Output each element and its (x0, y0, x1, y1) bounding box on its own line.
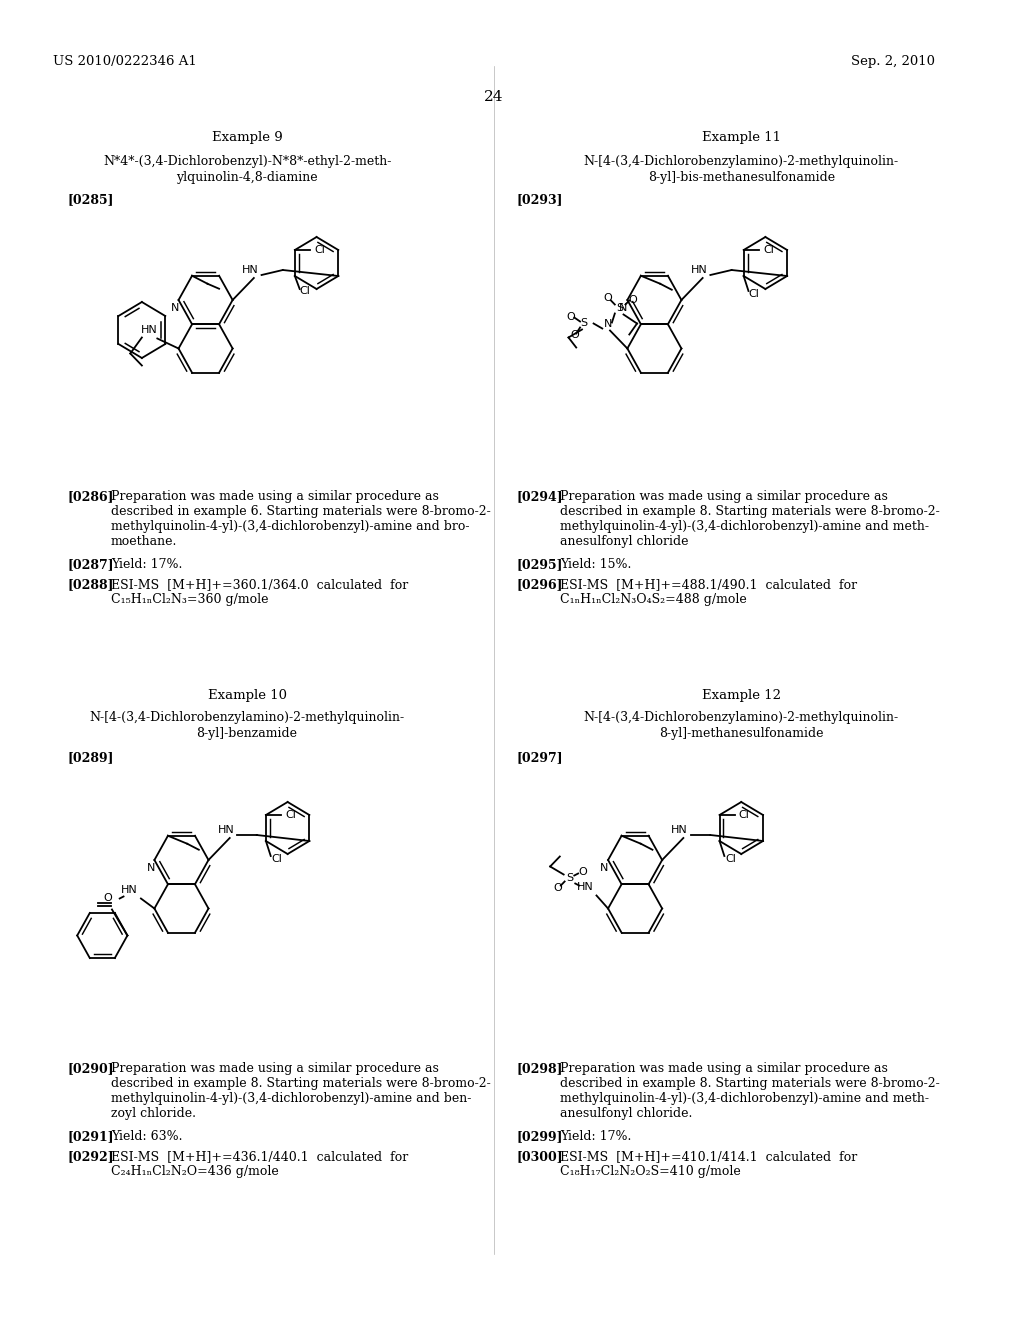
Text: N: N (146, 863, 155, 873)
Text: Preparation was made using a similar procedure as
described in example 8. Starti: Preparation was made using a similar pro… (560, 490, 940, 548)
Text: Cl: Cl (763, 246, 774, 255)
Text: Preparation was made using a similar procedure as
described in example 8. Starti: Preparation was made using a similar pro… (111, 1063, 490, 1119)
Text: N-[4-(3,4-Dichlorobenzylamino)-2-methylquinolin-: N-[4-(3,4-Dichlorobenzylamino)-2-methylq… (584, 156, 899, 169)
Text: Example 12: Example 12 (701, 689, 780, 701)
Text: Preparation was made using a similar procedure as
described in example 8. Starti: Preparation was made using a similar pro… (560, 1063, 940, 1119)
Text: O: O (604, 293, 612, 304)
Text: N: N (600, 863, 608, 873)
Text: Cl: Cl (300, 286, 310, 296)
Text: [0290]: [0290] (68, 1063, 115, 1074)
Text: N: N (604, 319, 612, 330)
Text: [0298]: [0298] (516, 1063, 563, 1074)
Text: [0287]: [0287] (68, 558, 115, 572)
Text: HN: HN (141, 326, 158, 335)
Text: Yield: 15%.: Yield: 15%. (560, 558, 631, 572)
Text: ESI-MS  [M+H]+=360.1/364.0  calculated  for
C₁₅H₁ₙCl₂N₃=360 g/mole: ESI-MS [M+H]+=360.1/364.0 calculated for… (111, 578, 409, 606)
Text: US 2010/0222346 A1: US 2010/0222346 A1 (53, 55, 197, 69)
Text: 8-yl]-benzamide: 8-yl]-benzamide (197, 727, 298, 741)
Text: [0285]: [0285] (68, 194, 114, 206)
Text: N: N (171, 304, 179, 313)
Text: Cl: Cl (725, 854, 736, 865)
Text: N-[4-(3,4-Dichlorobenzylamino)-2-methylquinolin-: N-[4-(3,4-Dichlorobenzylamino)-2-methylq… (584, 711, 899, 725)
Text: Yield: 17%.: Yield: 17%. (560, 1130, 631, 1143)
Text: Cl: Cl (286, 810, 296, 820)
Text: ESI-MS  [M+H]+=488.1/490.1  calculated  for
C₁ₙH₁ₙCl₂N₃O₄S₂=488 g/mole: ESI-MS [M+H]+=488.1/490.1 calculated for… (560, 578, 857, 606)
Text: [0289]: [0289] (68, 751, 114, 764)
Text: HN: HN (577, 883, 593, 892)
Text: 8-yl]-methanesulfonamide: 8-yl]-methanesulfonamide (659, 727, 823, 741)
Text: [0294]: [0294] (516, 490, 563, 503)
Text: [0295]: [0295] (516, 558, 563, 572)
Text: Example 10: Example 10 (208, 689, 287, 701)
Text: O: O (570, 330, 579, 341)
Text: [0296]: [0296] (516, 578, 563, 591)
Text: O: O (579, 867, 588, 878)
Text: [0286]: [0286] (68, 490, 114, 503)
Text: [0300]: [0300] (516, 1150, 563, 1163)
Text: HN: HN (121, 886, 137, 895)
Text: O: O (629, 296, 638, 305)
Text: [0288]: [0288] (68, 578, 114, 591)
Text: S: S (566, 874, 573, 883)
Text: S: S (581, 318, 588, 329)
Text: [0297]: [0297] (516, 751, 563, 764)
Text: Yield: 63%.: Yield: 63%. (111, 1130, 182, 1143)
Text: HN: HN (671, 825, 688, 836)
Text: Yield: 17%.: Yield: 17%. (111, 558, 182, 572)
Text: Cl: Cl (314, 246, 325, 255)
Text: ylquinolin-4,8-diamine: ylquinolin-4,8-diamine (176, 172, 317, 185)
Text: O: O (103, 894, 113, 903)
Text: HN: HN (217, 825, 234, 836)
Text: [0293]: [0293] (516, 194, 563, 206)
Text: [0299]: [0299] (516, 1130, 563, 1143)
Text: Cl: Cl (739, 810, 750, 820)
Text: Cl: Cl (749, 289, 760, 300)
Text: Example 11: Example 11 (701, 132, 780, 144)
Text: N: N (620, 304, 628, 313)
Text: N*4*-(3,4-Dichlorobenzyl)-N*8*-ethyl-2-meth-: N*4*-(3,4-Dichlorobenzyl)-N*8*-ethyl-2-m… (102, 156, 391, 169)
Text: ESI-MS  [M+H]+=410.1/414.1  calculated  for
C₁₈H₁₇Cl₂N₂O₂S=410 g/mole: ESI-MS [M+H]+=410.1/414.1 calculated for… (560, 1150, 857, 1177)
Text: 8-yl]-bis-methanesulfonamide: 8-yl]-bis-methanesulfonamide (648, 172, 835, 185)
Text: Cl: Cl (271, 854, 283, 865)
Text: HN: HN (242, 265, 258, 275)
Text: ESI-MS  [M+H]+=436.1/440.1  calculated  for
C₂₄H₁ₙCl₂N₂O=436 g/mole: ESI-MS [M+H]+=436.1/440.1 calculated for… (111, 1150, 409, 1177)
Text: O: O (566, 313, 574, 322)
Text: HN: HN (690, 265, 708, 275)
Text: Sep. 2, 2010: Sep. 2, 2010 (851, 55, 935, 69)
Text: O: O (554, 883, 562, 894)
Text: [0292]: [0292] (68, 1150, 115, 1163)
Text: [0291]: [0291] (68, 1130, 115, 1143)
Text: Preparation was made using a similar procedure as
described in example 6. Starti: Preparation was made using a similar pro… (111, 490, 490, 548)
Text: N-[4-(3,4-Dichlorobenzylamino)-2-methylquinolin-: N-[4-(3,4-Dichlorobenzylamino)-2-methylq… (89, 711, 404, 725)
Text: 24: 24 (484, 90, 504, 104)
Text: Example 9: Example 9 (212, 132, 283, 144)
Text: S: S (616, 304, 624, 313)
